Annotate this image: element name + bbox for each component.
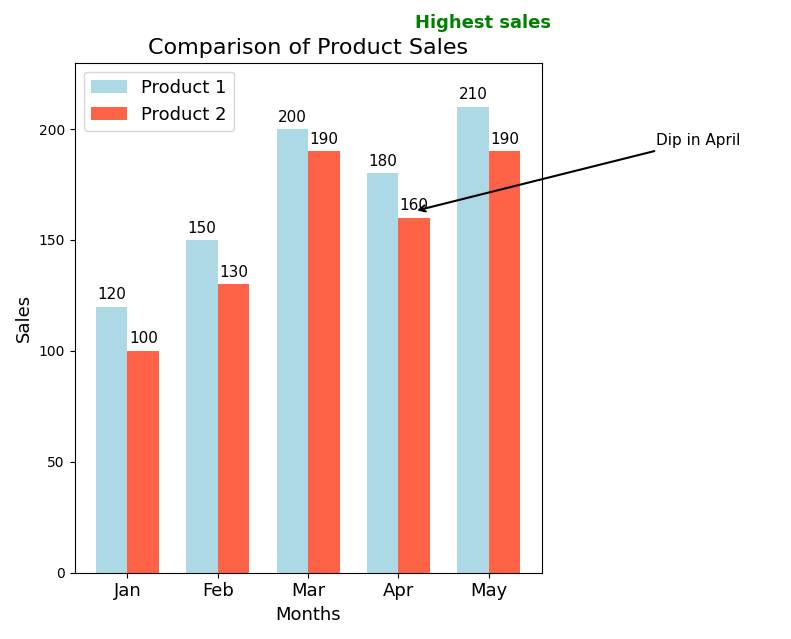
Bar	[457, 107, 489, 573]
Bar	[367, 173, 399, 573]
Title: Comparison of Product Sales: Comparison of Product Sales	[148, 38, 468, 58]
Bar	[218, 284, 249, 573]
Text: 180: 180	[369, 154, 397, 169]
Text: Highest sales: Highest sales	[415, 14, 551, 32]
X-axis label: Months: Months	[275, 606, 341, 624]
Bar	[277, 129, 308, 573]
Bar	[308, 151, 340, 573]
Text: 200: 200	[278, 110, 307, 125]
Text: 190: 190	[490, 132, 519, 147]
Bar	[186, 240, 218, 573]
Y-axis label: Sales: Sales	[15, 293, 33, 342]
Bar	[399, 218, 430, 573]
Text: 190: 190	[309, 132, 339, 147]
Text: 130: 130	[219, 265, 248, 280]
Text: 150: 150	[187, 220, 217, 236]
Text: 210: 210	[459, 88, 487, 102]
Text: 100: 100	[129, 332, 157, 346]
Bar	[489, 151, 520, 573]
Bar	[96, 307, 127, 573]
Text: 120: 120	[97, 287, 126, 302]
Bar	[127, 351, 159, 573]
Legend: Product 1, Product 2: Product 1, Product 2	[84, 72, 234, 131]
Text: Dip in April: Dip in April	[419, 133, 740, 212]
Text: 160: 160	[399, 198, 429, 213]
